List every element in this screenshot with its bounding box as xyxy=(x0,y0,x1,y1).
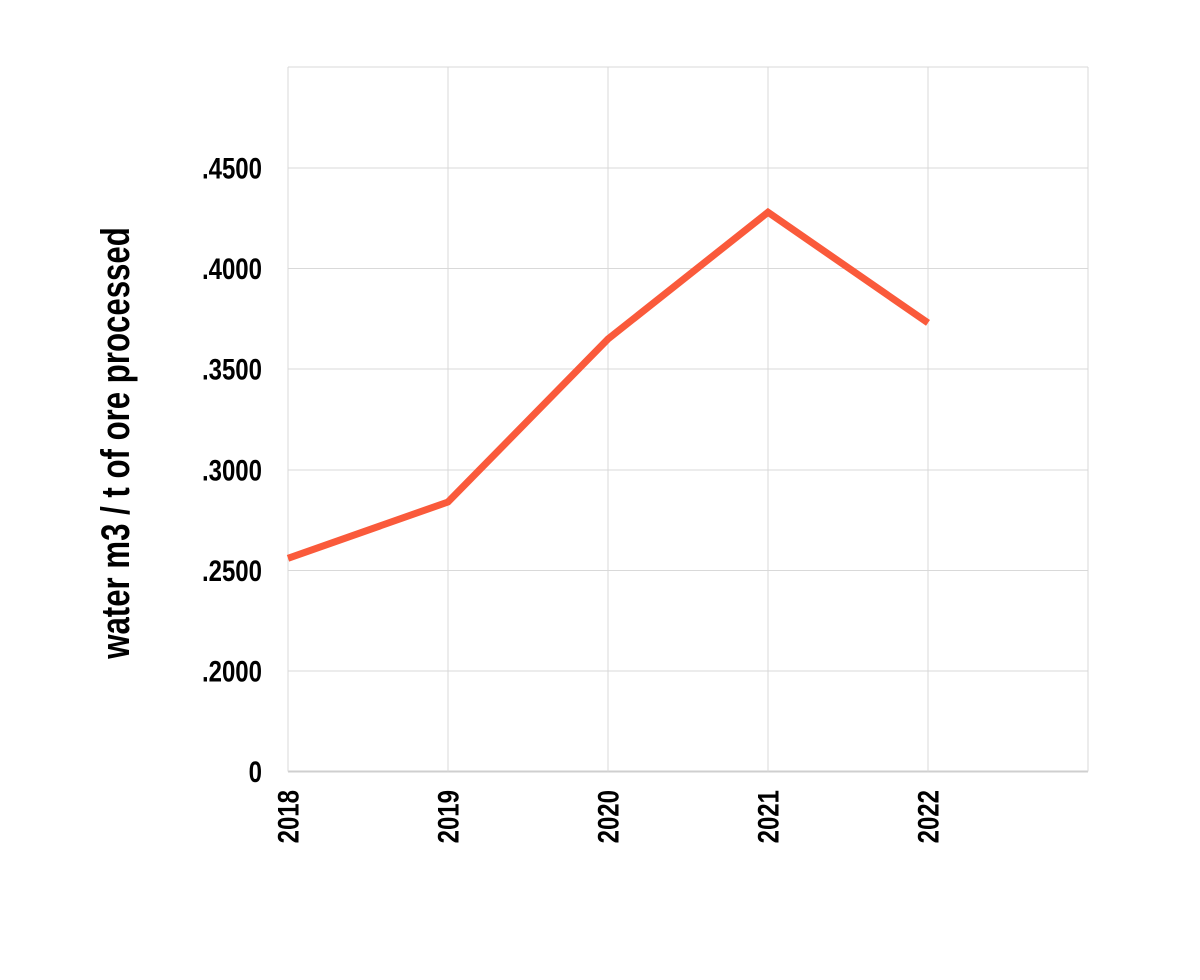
data-line xyxy=(286,207,930,562)
y-axis-title: water m3 / t of ore processed xyxy=(93,227,138,659)
y-tick-label: .2000 xyxy=(202,654,262,688)
grid-layer xyxy=(287,66,1089,773)
x-tick-label: 2020 xyxy=(591,790,625,843)
tick-label-layer: .4500 .4000 .3500 .3000 .2500 .2000 0 2018 2019 2… xyxy=(202,151,945,843)
y-tick-label: .3000 xyxy=(202,453,262,487)
y-tick-label: .4500 xyxy=(202,151,262,185)
y-tick-label: .3500 xyxy=(202,352,262,386)
x-tick-label: 2022 xyxy=(911,790,945,843)
y-tick-label: .4000 xyxy=(202,251,262,285)
x-tick-label: 2018 xyxy=(271,790,305,843)
x-tick-label: 2019 xyxy=(431,790,465,843)
y-tick-label: 0 xyxy=(249,754,262,788)
x-tick-label: 2021 xyxy=(751,790,785,843)
series-layer xyxy=(286,207,930,562)
y-tick-label: .2500 xyxy=(202,553,262,587)
